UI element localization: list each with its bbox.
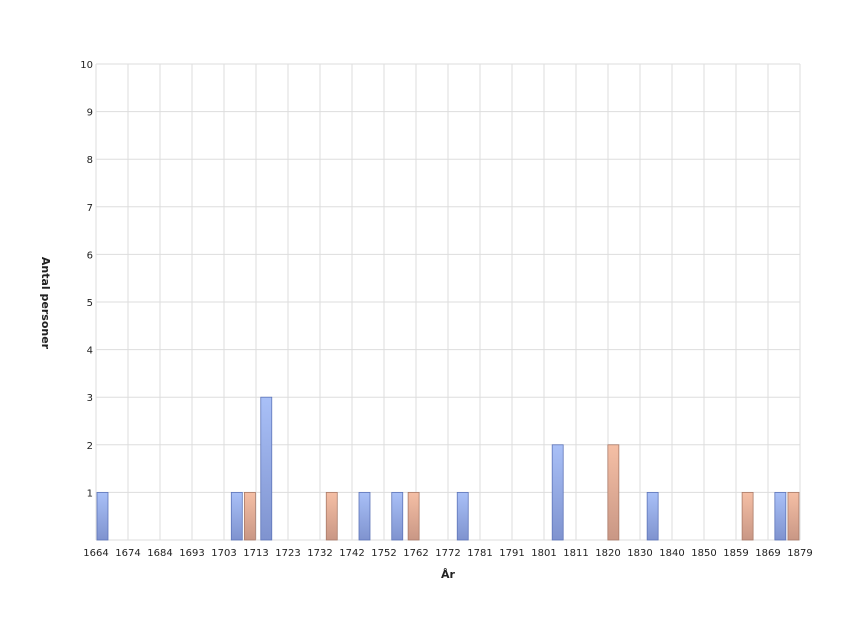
- gridlines: [95, 63, 801, 541]
- bar-series-1: [260, 396, 273, 541]
- x-tick-label: 1742: [339, 548, 364, 559]
- bar-series-1: [774, 491, 787, 541]
- bar-series-2: [325, 491, 338, 541]
- bar-series-2: [407, 491, 420, 541]
- y-tick-label: 3: [87, 393, 93, 404]
- tick-labels: 1664 1674 1684 1693 1703 1713 1723 1732 1742 1752…: [80, 60, 812, 559]
- x-tick-label: 1850: [691, 548, 716, 559]
- x-tick-label: 1820: [595, 548, 620, 559]
- bar-series-1: [391, 491, 404, 541]
- x-tick-label: 1859: [723, 548, 748, 559]
- y-tick-label: 4: [87, 346, 93, 357]
- bar-series-1: [646, 491, 659, 541]
- bar-series-1: [358, 491, 371, 541]
- x-tick-label: 1664: [83, 548, 108, 559]
- y-tick-label: 9: [87, 108, 93, 119]
- y-tick-label: 2: [87, 441, 93, 452]
- y-tick-label: 1: [87, 488, 93, 499]
- x-axis-title: År: [441, 568, 456, 581]
- y-tick-label: 10: [80, 60, 93, 71]
- bar-series-2: [787, 491, 800, 541]
- x-tick-label: 1772: [435, 548, 460, 559]
- x-tick-label: 1684: [147, 548, 172, 559]
- x-tick-label: 1781: [467, 548, 492, 559]
- x-tick-label: 1811: [563, 548, 588, 559]
- bar-series-1: [551, 444, 564, 541]
- bar-series-1: [230, 491, 243, 541]
- y-tick-label: 8: [87, 155, 93, 166]
- bar-series-2: [607, 444, 620, 541]
- y-tick-label: 7: [87, 203, 93, 214]
- x-tick-label: 1762: [403, 548, 428, 559]
- y-axis-title: Antal personer: [39, 257, 52, 350]
- x-tick-label: 1801: [531, 548, 556, 559]
- x-tick-label: 1830: [627, 548, 652, 559]
- x-tick-label: 1869: [755, 548, 780, 559]
- x-tick-label: 1879: [787, 548, 812, 559]
- x-tick-label: 1674: [115, 548, 140, 559]
- y-tick-label: 6: [87, 250, 93, 261]
- bar-series-2: [741, 491, 754, 541]
- y-tick-label: 5: [87, 298, 93, 309]
- bar-series-2: [243, 491, 256, 541]
- x-tick-label: 1791: [499, 548, 524, 559]
- x-tick-label: 1840: [659, 548, 684, 559]
- x-tick-label: 1693: [179, 548, 204, 559]
- bar-series-1: [96, 491, 109, 541]
- x-tick-label: 1752: [371, 548, 396, 559]
- bar-series-1: [456, 491, 469, 541]
- x-tick-label: 1703: [211, 548, 236, 559]
- x-tick-label: 1713: [243, 548, 268, 559]
- x-tick-label: 1732: [307, 548, 332, 559]
- x-tick-label: 1723: [275, 548, 300, 559]
- bars: [96, 396, 800, 541]
